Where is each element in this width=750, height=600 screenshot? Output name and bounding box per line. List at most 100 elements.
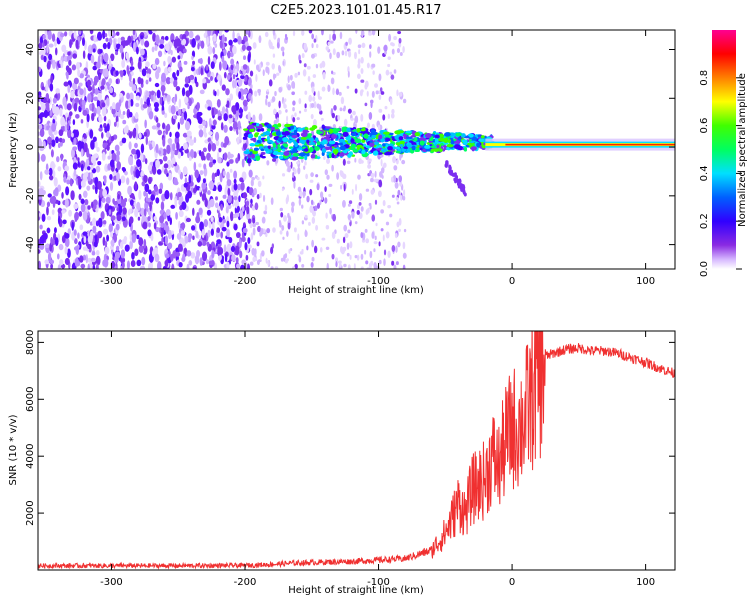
heatmap-cell <box>187 104 190 110</box>
x-tick-label: 0 <box>509 276 515 287</box>
heatmap-cell <box>233 196 238 201</box>
heatmap-cell <box>259 154 263 158</box>
heatmap-cell <box>277 136 284 143</box>
heatmap-cell <box>199 221 204 232</box>
heatmap-cell <box>344 232 349 239</box>
heatmap-cell <box>77 157 80 162</box>
heatmap-cell <box>356 145 361 151</box>
heatmap-cell <box>251 205 256 211</box>
heatmap-cell <box>163 223 167 231</box>
heatmap-cell <box>245 30 250 35</box>
heatmap-cell <box>382 131 390 135</box>
heatmap-cell <box>374 150 378 156</box>
heatmap-cell <box>72 53 78 59</box>
heatmap-cell <box>385 151 393 156</box>
heatmap-cell <box>362 143 367 148</box>
heatmap-cell <box>59 107 63 117</box>
heatmap-cell <box>434 138 439 144</box>
heatmap-cell <box>343 105 346 111</box>
heatmap-cell <box>452 138 457 142</box>
heatmap-cell <box>374 235 377 241</box>
heatmap-cell <box>199 187 202 193</box>
heatmap-cell <box>196 101 200 112</box>
heatmap-cell <box>91 251 96 256</box>
heatmap-cell <box>193 223 197 233</box>
heatmap-cell <box>158 188 163 194</box>
heatmap-cell <box>166 144 171 155</box>
heatmap-cell <box>291 205 295 213</box>
heatmap-cell <box>64 31 68 37</box>
heatmap-cell <box>303 165 306 170</box>
heatmap-cell <box>246 158 252 164</box>
heatmap-cell <box>92 225 97 234</box>
heatmap-cell <box>78 193 82 201</box>
heatmap-cell <box>222 170 226 177</box>
heatmap-cell <box>71 221 75 231</box>
heatmap-cell <box>414 132 420 137</box>
heatmap-cell <box>247 237 251 245</box>
heatmap-cell <box>93 80 98 86</box>
heatmap-cell <box>99 48 103 54</box>
heatmap-cell <box>164 189 170 200</box>
heatmap-cell <box>402 46 405 53</box>
heatmap-cell <box>285 197 289 205</box>
heatmap-cell <box>191 38 196 48</box>
heatmap-cell <box>227 50 231 59</box>
heatmap-cell <box>325 246 330 251</box>
heatmap-cell <box>242 64 248 70</box>
heatmap-cell <box>239 210 244 220</box>
heatmap-cell <box>347 264 351 269</box>
heatmap-cell <box>147 189 152 195</box>
heatmap-cell <box>383 249 387 256</box>
heatmap-cell <box>164 43 170 52</box>
heatmap-cell <box>235 157 239 164</box>
heatmap-cell <box>149 201 152 212</box>
heatmap-cell <box>316 151 320 157</box>
heatmap-cell <box>71 64 77 71</box>
heatmap-cell <box>184 177 188 185</box>
heatmap-cell <box>53 39 57 47</box>
heatmap-cell <box>226 74 231 81</box>
heatmap-cell <box>455 132 462 137</box>
heatmap-cell <box>364 102 368 107</box>
heatmap-cell <box>296 117 300 121</box>
heatmap-cell <box>321 148 327 154</box>
heatmap-cell <box>369 44 372 49</box>
heatmap-cell <box>298 139 306 144</box>
heatmap-cell <box>173 149 179 156</box>
heatmap-cell <box>347 139 351 144</box>
heatmap-cell <box>201 251 208 262</box>
heatmap-cell <box>360 128 366 132</box>
heatmap-cell <box>216 89 220 97</box>
heatmap-cell <box>302 191 306 197</box>
heatmap-cell <box>403 146 409 150</box>
heatmap-cell <box>184 235 189 244</box>
heatmap-cell <box>354 138 362 143</box>
heatmap-cell <box>225 88 230 96</box>
heatmap-cell <box>38 260 42 269</box>
heatmap-cell <box>126 64 130 75</box>
heatmap-cell <box>231 105 237 113</box>
heatmap-cell <box>175 85 181 92</box>
heatmap-cell <box>44 259 50 265</box>
heatmap-cell <box>265 95 269 99</box>
heatmap-cell <box>52 97 57 104</box>
heatmap-cell <box>331 253 335 260</box>
heatmap-cell <box>154 57 160 66</box>
heatmap-cell <box>207 30 212 37</box>
heatmap-cell <box>79 73 85 79</box>
heatmap-cell <box>73 137 77 145</box>
heatmap-cell <box>38 42 43 50</box>
heatmap-cell <box>225 206 229 214</box>
heatmap-cell <box>378 241 381 247</box>
heatmap-cell <box>140 78 144 85</box>
heatmap-cell <box>123 126 129 134</box>
heatmap-cell <box>387 250 391 258</box>
heatmap-cell <box>359 160 364 164</box>
heatmap-cell <box>161 236 164 244</box>
heatmap-cell <box>242 99 248 107</box>
heatmap-cell <box>143 208 147 217</box>
heatmap-cell <box>448 164 452 169</box>
heatmap-cell <box>256 176 260 181</box>
heatmap-cell <box>83 142 88 153</box>
